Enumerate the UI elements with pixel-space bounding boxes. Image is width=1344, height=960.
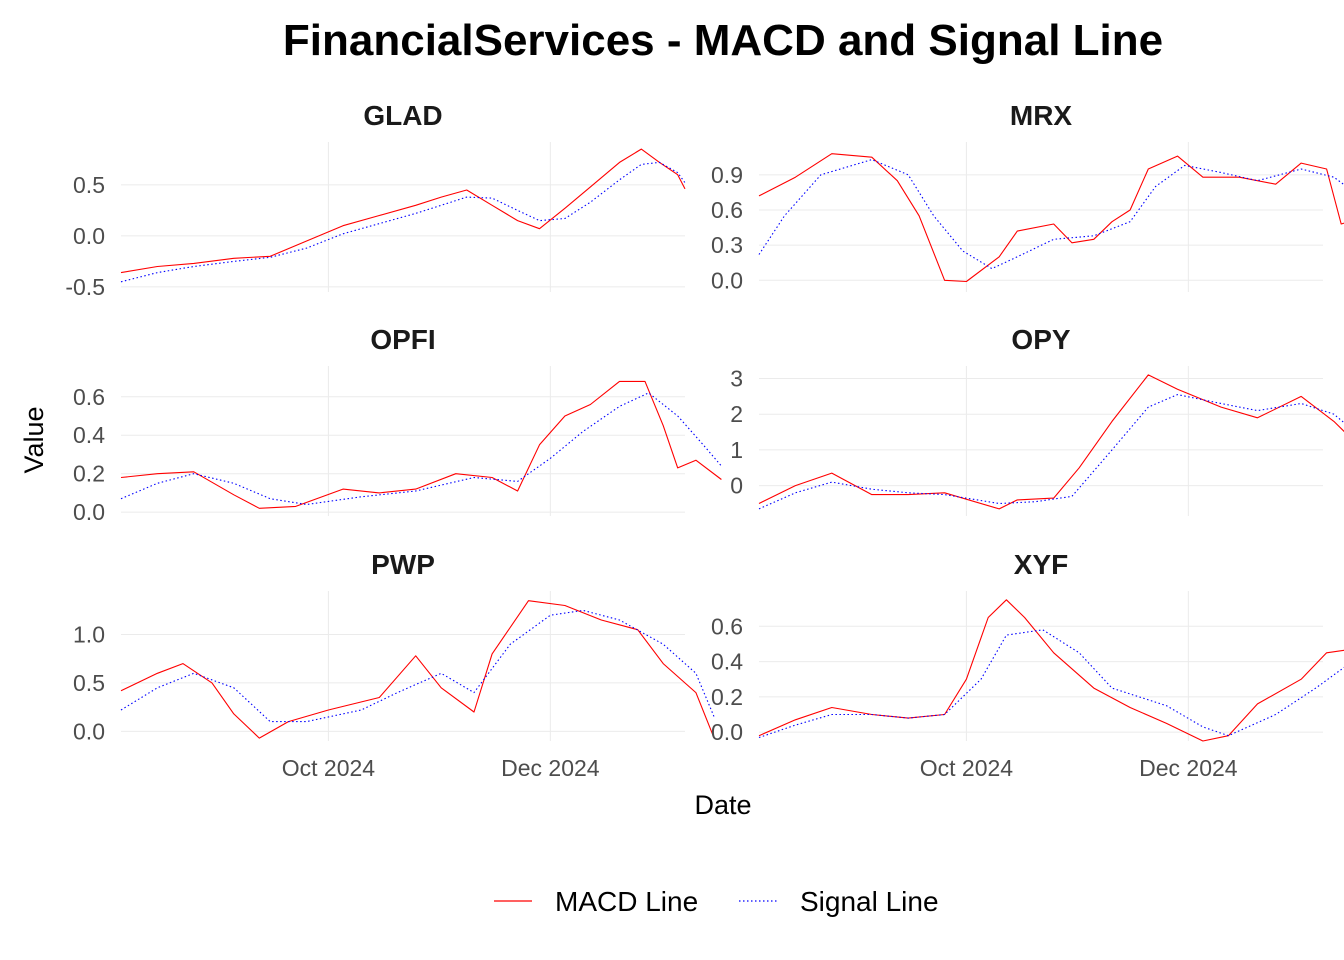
y-tick-label-opfi-2: 0.4 bbox=[73, 422, 105, 448]
y-tick-label-opfi-0: 0.0 bbox=[73, 499, 105, 525]
y-tick-label-mrx-3: 0.9 bbox=[711, 162, 743, 188]
y-tick-label-glad-0: -0.5 bbox=[65, 274, 105, 300]
macd-line-opfi bbox=[120, 380, 722, 509]
macd-line-mrx bbox=[758, 153, 1344, 283]
signal-line-opfi bbox=[120, 392, 722, 506]
signal-line-xyf bbox=[758, 629, 1344, 739]
signal-line-opy bbox=[758, 394, 1344, 510]
x-tick-label-xyf-1: Dec 2024 bbox=[1139, 755, 1238, 781]
panel-opy: 0 1 2 3 OPY bbox=[730, 324, 1344, 516]
y-tick-label-mrx-1: 0.3 bbox=[711, 232, 743, 258]
x-tick-label-pwp-0: Oct 2024 bbox=[282, 755, 376, 781]
x-axis-title: Date bbox=[694, 790, 751, 820]
y-tick-label-mrx-0: 0.0 bbox=[711, 267, 743, 293]
x-tick-label-pwp-1: Dec 2024 bbox=[501, 755, 600, 781]
macd-line-pwp bbox=[120, 600, 715, 739]
panel-title-opfi: OPFI bbox=[370, 324, 435, 355]
panel-title-opy: OPY bbox=[1011, 324, 1070, 355]
macd-line-xyf bbox=[758, 599, 1344, 742]
legend: MACD Line Signal Line bbox=[494, 886, 939, 917]
y-tick-label-opfi-1: 0.2 bbox=[73, 461, 105, 487]
chart-title: FinancialServices - MACD and Signal Line bbox=[283, 16, 1163, 65]
y-tick-label-pwp-2: 1.0 bbox=[73, 622, 105, 648]
y-tick-label-opy-1: 1 bbox=[730, 437, 743, 463]
panel-pwp: 0.0 0.5 1.0 PWP Oct 2024 Dec 2024 bbox=[73, 549, 715, 781]
legend-signal-label: Signal Line bbox=[800, 886, 939, 917]
y-tick-label-xyf-3: 0.6 bbox=[711, 613, 743, 639]
signal-line-pwp bbox=[120, 609, 715, 723]
y-tick-label-pwp-0: 0.0 bbox=[73, 718, 105, 744]
y-axis-title: Value bbox=[19, 406, 49, 473]
y-tick-label-xyf-1: 0.2 bbox=[711, 684, 743, 710]
panel-xyf: 0.0 0.2 0.4 0.6 XYF Oct 2024 Dec 2024 bbox=[711, 549, 1344, 781]
macd-line-glad bbox=[120, 148, 686, 274]
signal-line-glad bbox=[120, 161, 686, 283]
panel-mrx: 0.0 0.3 0.6 0.9 MRX bbox=[711, 100, 1344, 293]
panel-grid: -0.50.00.5GLAD0.00.30.60.9MRX0.00.20.40.… bbox=[65, 100, 1344, 781]
panel-opfi: 0.0 0.2 0.4 0.6 OPFI bbox=[73, 324, 722, 525]
y-tick-label-xyf-0: 0.0 bbox=[711, 719, 743, 745]
y-tick-label-opy-0: 0 bbox=[730, 473, 743, 499]
y-tick-label-glad-1: 0.0 bbox=[73, 223, 105, 249]
y-tick-label-pwp-1: 0.5 bbox=[73, 670, 105, 696]
y-tick-label-opfi-3: 0.6 bbox=[73, 384, 105, 410]
x-tick-label-xyf-0: Oct 2024 bbox=[920, 755, 1014, 781]
legend-macd-label: MACD Line bbox=[555, 886, 698, 917]
panel-title-glad: GLAD bbox=[363, 100, 442, 131]
panel-title-mrx: MRX bbox=[1010, 100, 1073, 131]
y-tick-label-glad-2: 0.5 bbox=[73, 172, 105, 198]
signal-line-mrx bbox=[758, 159, 1344, 270]
y-tick-label-opy-2: 2 bbox=[730, 401, 743, 427]
y-tick-label-mrx-2: 0.6 bbox=[711, 197, 743, 223]
y-tick-label-opy-3: 3 bbox=[730, 366, 743, 392]
panel-glad: -0.5 0.0 0.5 GLAD bbox=[65, 100, 686, 300]
panel-title-xyf: XYF bbox=[1014, 549, 1068, 580]
y-tick-label-xyf-2: 0.4 bbox=[711, 649, 743, 675]
macd-line-opy bbox=[758, 374, 1344, 510]
panel-title-pwp: PWP bbox=[371, 549, 435, 580]
